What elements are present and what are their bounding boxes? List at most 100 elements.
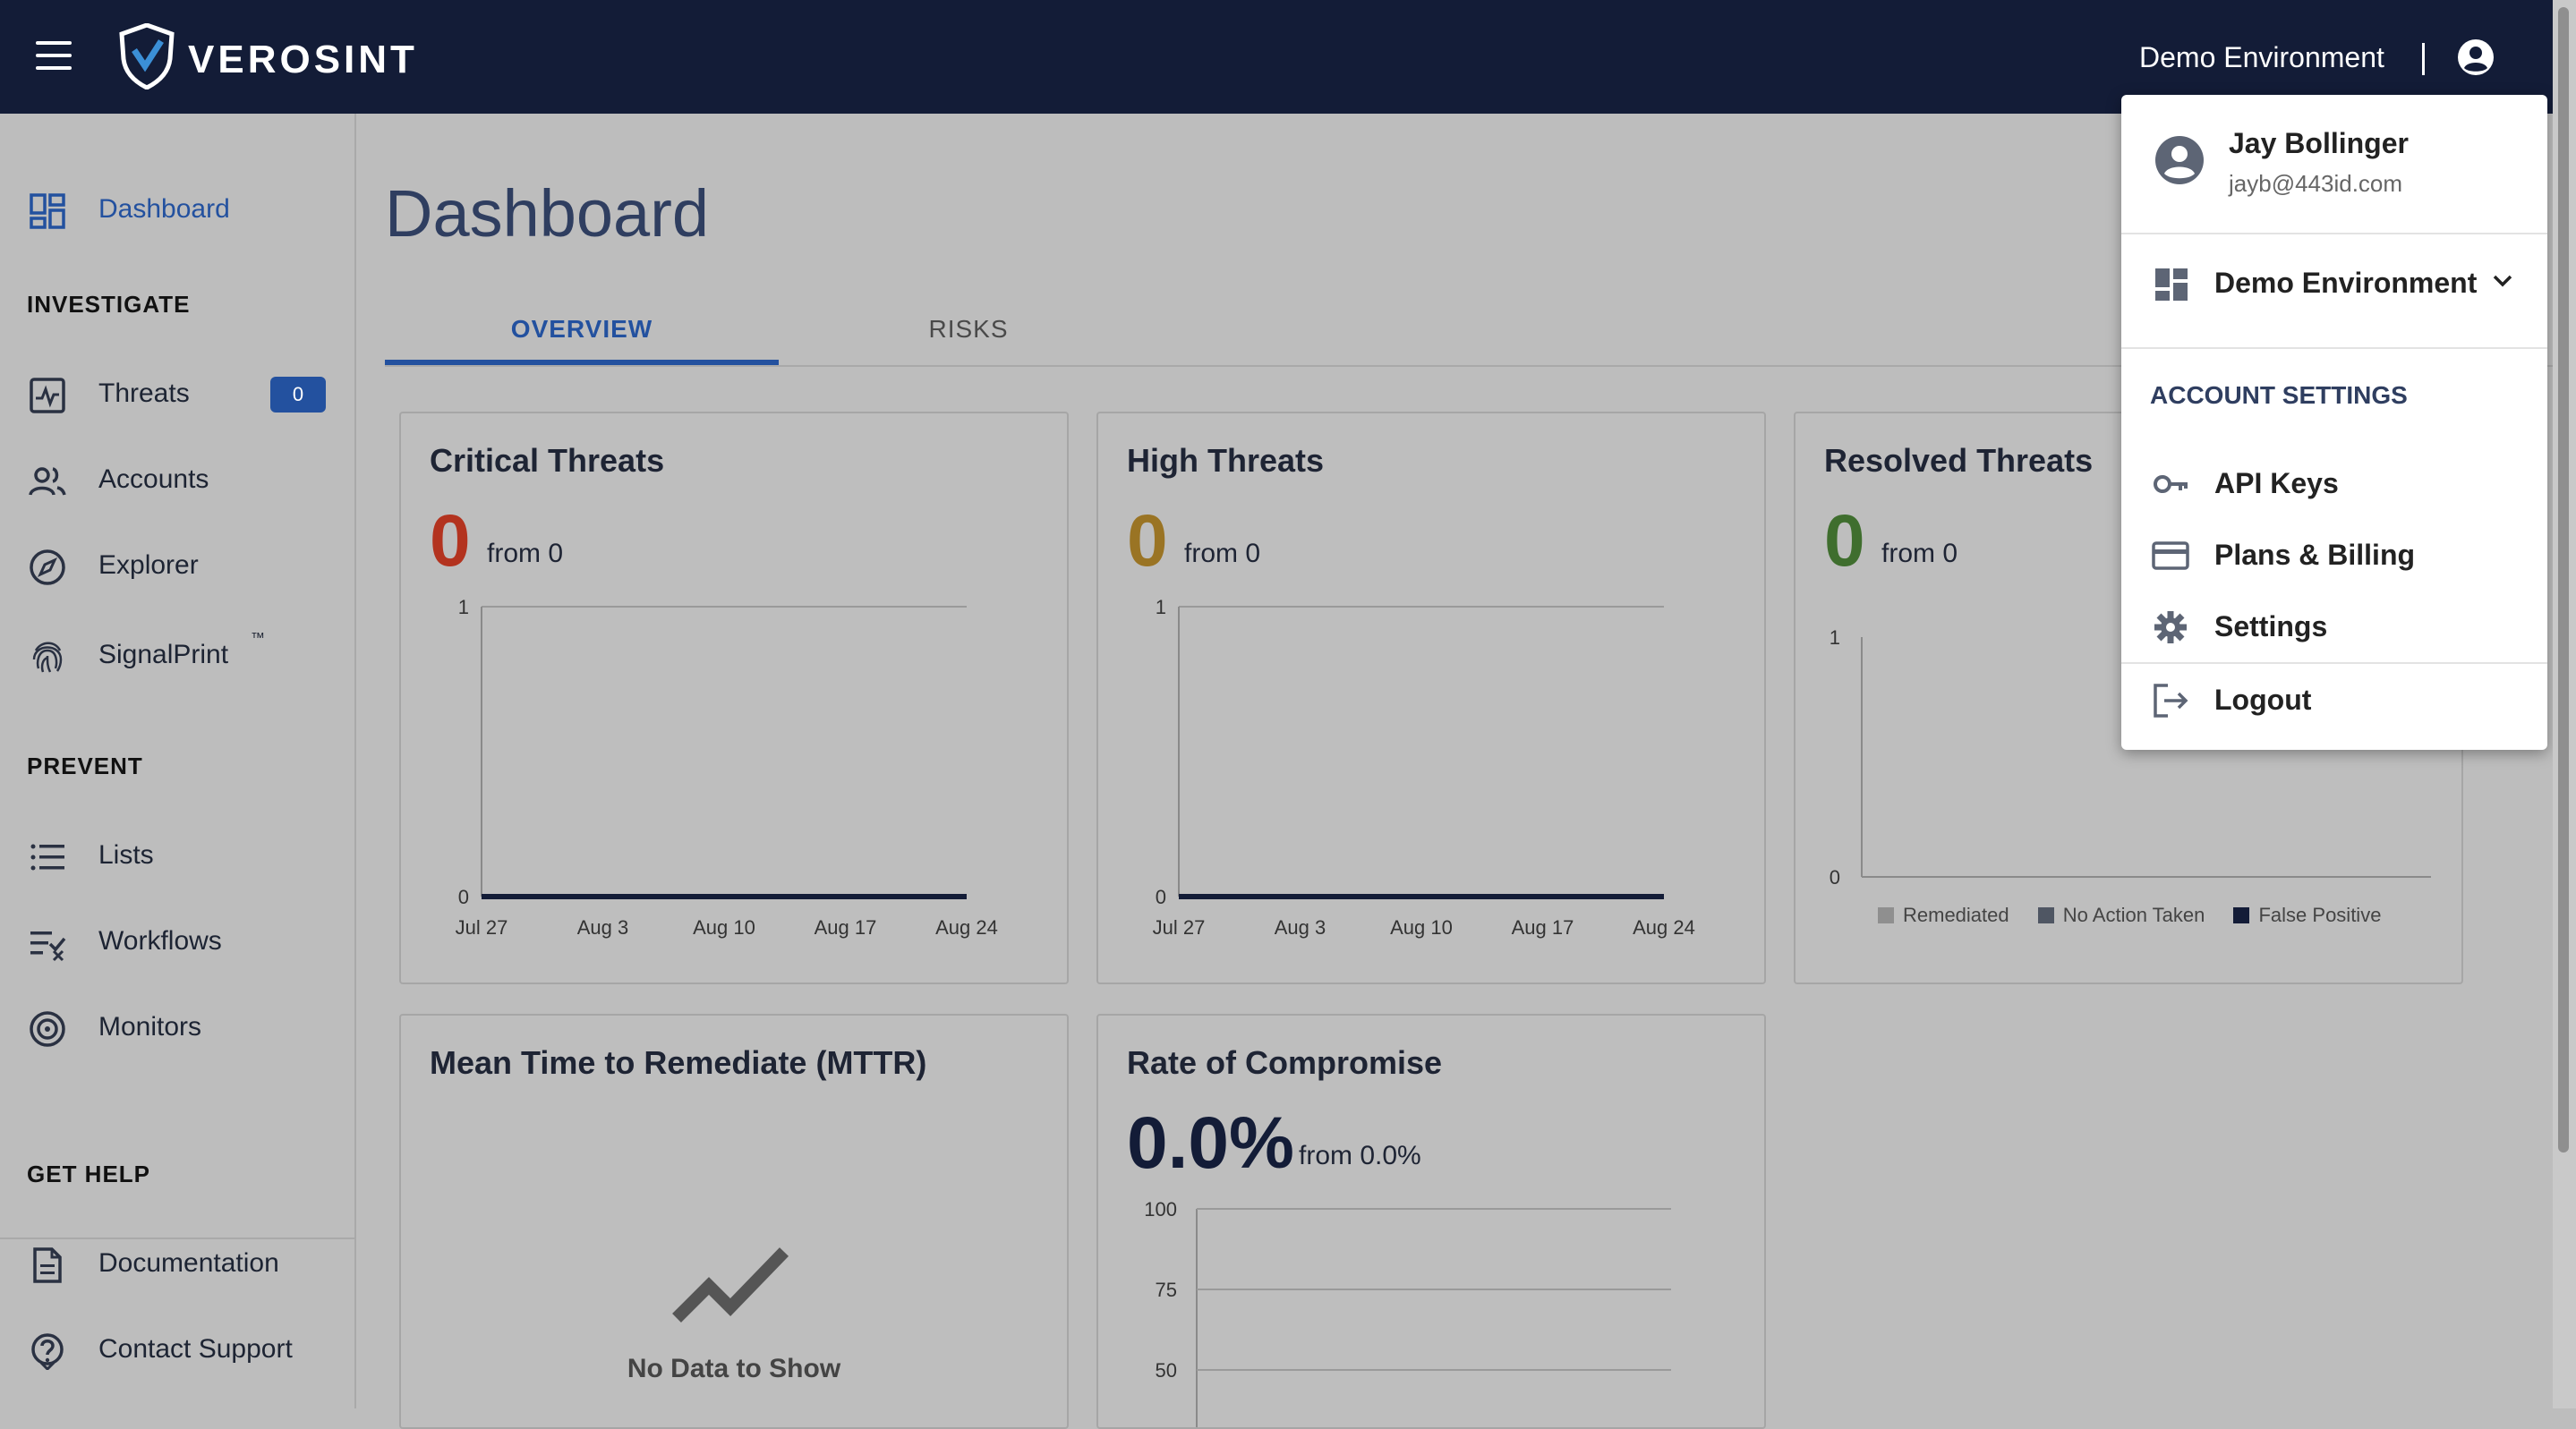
y-tick-label: 0 [1830,866,1840,889]
list-icon [30,844,64,871]
legend-item: False Positive [2233,904,2381,926]
sidebar-item-threats[interactable]: Threats 0 [0,361,354,429]
high-threats-card[interactable]: High Threats 0 from 0 1 0 Jul 27 Aug 3 Aug 1… [1096,412,1766,984]
help-circle-icon [31,1333,64,1370]
logout-icon [2154,684,2188,718]
x-tick-label: Jul 27 [1153,916,1206,939]
account-settings-title: ACCOUNT SETTINGS [2150,381,2408,409]
x-tick-label: Aug 3 [577,916,629,939]
legend-label: No Action Taken [2062,904,2205,926]
credit-card-icon [2152,541,2189,570]
sidebar: Dashboard INVESTIGATE Threats 0 Accounts… [0,114,356,1408]
y-tick-label: 1 [1830,626,1840,649]
sidebar-item-lists[interactable]: Lists [0,822,354,890]
scrollbar-thumb[interactable] [2558,7,2569,1153]
avatar [2155,136,2204,184]
x-tick-label: Aug 10 [693,916,755,939]
x-tick-label: Aug 24 [1633,916,1695,939]
user-menu: Jay Bollinger jayb@443id.com Demo Enviro… [2121,95,2547,750]
y-tick-label: 75 [1156,1279,1177,1301]
y-tick-label: 50 [1156,1359,1177,1382]
user-name: Jay Bollinger [2229,127,2409,159]
fingerprint-icon [32,642,63,673]
x-tick-label: Aug 24 [935,916,998,939]
menu-divider [2121,233,2547,234]
chart-legend: Remediated No Action Taken False Positiv… [1878,904,2404,927]
menu-item-logout[interactable]: Logout [2121,668,2547,730]
sidebar-item-explorer[interactable]: Explorer [0,532,354,600]
card-title: Resolved Threats [1824,442,2094,479]
shield-logo-icon[interactable] [118,23,175,89]
sidebar-item-label: SignalPrint [98,640,229,669]
menu-item-settings[interactable]: Settings [2121,594,2547,657]
sidebar-item-accounts[interactable]: Accounts [0,447,354,515]
sidebar-item-contact-support[interactable]: Contact Support [0,1316,354,1384]
section-title-prevent: PREVENT [27,753,143,779]
top-bar: VEROSINT Demo Environment [0,0,2576,114]
environment-name: Demo Environment [2214,267,2478,299]
tabs-divider [385,365,2553,367]
workflow-icon [30,931,66,962]
menu-divider [2121,662,2547,664]
menu-item-label: Settings [2214,610,2328,642]
card-title: Critical Threats [430,442,665,479]
trademark-symbol: ™ [251,631,265,646]
active-tab-indicator [385,360,779,365]
sidebar-item-workflows[interactable]: Workflows [0,908,354,976]
legend-swatch [2233,907,2250,923]
divider [2422,43,2425,75]
legend-swatch [2037,907,2054,923]
page-title: Dashboard [385,176,710,251]
sidebar-item-label: Monitors [98,1012,202,1042]
mttr-card[interactable]: Mean Time to Remediate (MTTR) No Data to… [399,1014,1069,1429]
x-tick-label: Jul 27 [456,916,508,939]
high-threats-chart: 1 0 Jul 27 Aug 3 Aug 10 Aug 17 Aug 24 [1153,596,1695,939]
y-tick-label: 1 [1156,596,1166,618]
legend-item: No Action Taken [2037,904,2205,926]
rate-of-compromise-previous: from 0.0% [1299,1141,1421,1170]
sidebar-item-signalprint[interactable]: SignalPrint ™ [0,622,354,690]
legend-label: False Positive [2258,904,2382,926]
sidebar-divider [0,1238,354,1239]
environment-label[interactable]: Demo Environment [2139,41,2384,73]
environment-selector[interactable]: Demo Environment [2121,249,2547,317]
x-tick-label: Aug 17 [1512,916,1574,939]
tab-risks[interactable]: RISKS [928,315,1009,343]
sidebar-item-dashboard[interactable]: Dashboard [0,176,354,244]
critical-threats-chart: 1 0 Jul 27 Aug 3 Aug 10 Aug 17 Aug 24 [456,596,998,939]
menu-item-api-keys[interactable]: API Keys [2121,451,2547,514]
sidebar-item-label: Contact Support [98,1334,293,1364]
card-title: High Threats [1127,442,1325,479]
y-tick-label: 0 [1156,886,1166,908]
user-email: jayb@443id.com [2229,170,2403,197]
account-circle-icon[interactable] [2456,38,2495,77]
sidebar-item-documentation[interactable]: Documentation [0,1230,354,1298]
rate-of-compromise-card[interactable]: Rate of Compromise 0.0% from 0.0% 100 75 5… [1096,1014,1766,1429]
sidebar-item-label: Workflows [98,926,222,956]
resolved-threats-chart: 10 [1830,626,2431,889]
chevron-down-icon [2493,275,2512,287]
menu-item-label: Plans & Billing [2214,539,2416,571]
dashboard-grid-icon [2155,268,2188,301]
y-tick-label: 0 [458,886,469,908]
high-threats-previous: from 0 [1184,539,1261,568]
trending-line-icon [672,1247,789,1323]
sidebar-item-monitors[interactable]: Monitors [0,994,354,1062]
y-tick-label: 100 [1144,1198,1177,1221]
sidebar-item-label: Explorer [98,550,199,580]
legend-item: Remediated [1878,904,2009,926]
card-title: Rate of Compromise [1127,1044,1443,1081]
resolved-threats-value: 0 [1824,500,1865,582]
tab-overview[interactable]: OVERVIEW [510,315,653,343]
people-icon [29,467,66,496]
threats-count-badge: 0 [270,377,326,413]
x-tick-label: Aug 3 [1275,916,1326,939]
menu-item-plans-billing[interactable]: Plans & Billing [2121,523,2547,585]
critical-threats-card[interactable]: Critical Threats 0 from 0 1 0 Jul 27 Aug 3 A… [399,412,1069,984]
dashboard-grid-icon [30,193,65,229]
resolved-threats-previous: from 0 [1881,539,1958,568]
hamburger-icon[interactable] [36,41,73,70]
section-title-get-help: GET HELP [27,1161,151,1187]
section-title-investigate: INVESTIGATE [27,291,191,318]
sidebar-item-label: Lists [98,840,154,870]
